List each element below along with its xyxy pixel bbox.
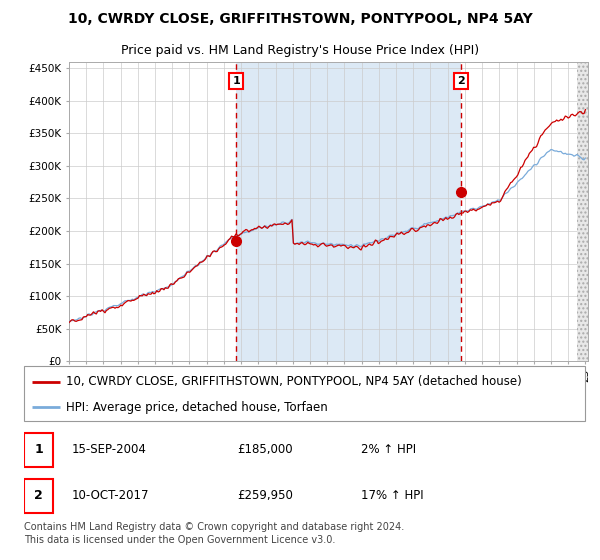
Text: Contains HM Land Registry data © Crown copyright and database right 2024.
This d: Contains HM Land Registry data © Crown c… [24, 522, 404, 545]
Text: 2: 2 [457, 76, 465, 86]
Text: 10, CWRDY CLOSE, GRIFFITHSTOWN, PONTYPOOL, NP4 5AY (detached house): 10, CWRDY CLOSE, GRIFFITHSTOWN, PONTYPOO… [66, 375, 522, 388]
Text: 2% ↑ HPI: 2% ↑ HPI [361, 444, 416, 456]
Text: £185,000: £185,000 [237, 444, 293, 456]
Text: 2: 2 [34, 489, 43, 502]
Text: 10, CWRDY CLOSE, GRIFFITHSTOWN, PONTYPOOL, NP4 5AY: 10, CWRDY CLOSE, GRIFFITHSTOWN, PONTYPOO… [68, 12, 532, 26]
FancyBboxPatch shape [24, 366, 585, 421]
Bar [577, 62, 588, 361]
Text: HPI: Average price, detached house, Torfaen: HPI: Average price, detached house, Torf… [66, 401, 328, 414]
Text: 10-OCT-2017: 10-OCT-2017 [71, 489, 149, 502]
Text: £259,950: £259,950 [237, 489, 293, 502]
Text: 15-SEP-2004: 15-SEP-2004 [71, 444, 146, 456]
Text: 17% ↑ HPI: 17% ↑ HPI [361, 489, 423, 502]
Bar [577, 62, 588, 361]
Bar [236, 62, 461, 361]
Text: Price paid vs. HM Land Registry's House Price Index (HPI): Price paid vs. HM Land Registry's House … [121, 44, 479, 57]
Text: 1: 1 [34, 444, 43, 456]
FancyBboxPatch shape [24, 479, 53, 513]
FancyBboxPatch shape [24, 433, 53, 466]
Text: 1: 1 [232, 76, 240, 86]
